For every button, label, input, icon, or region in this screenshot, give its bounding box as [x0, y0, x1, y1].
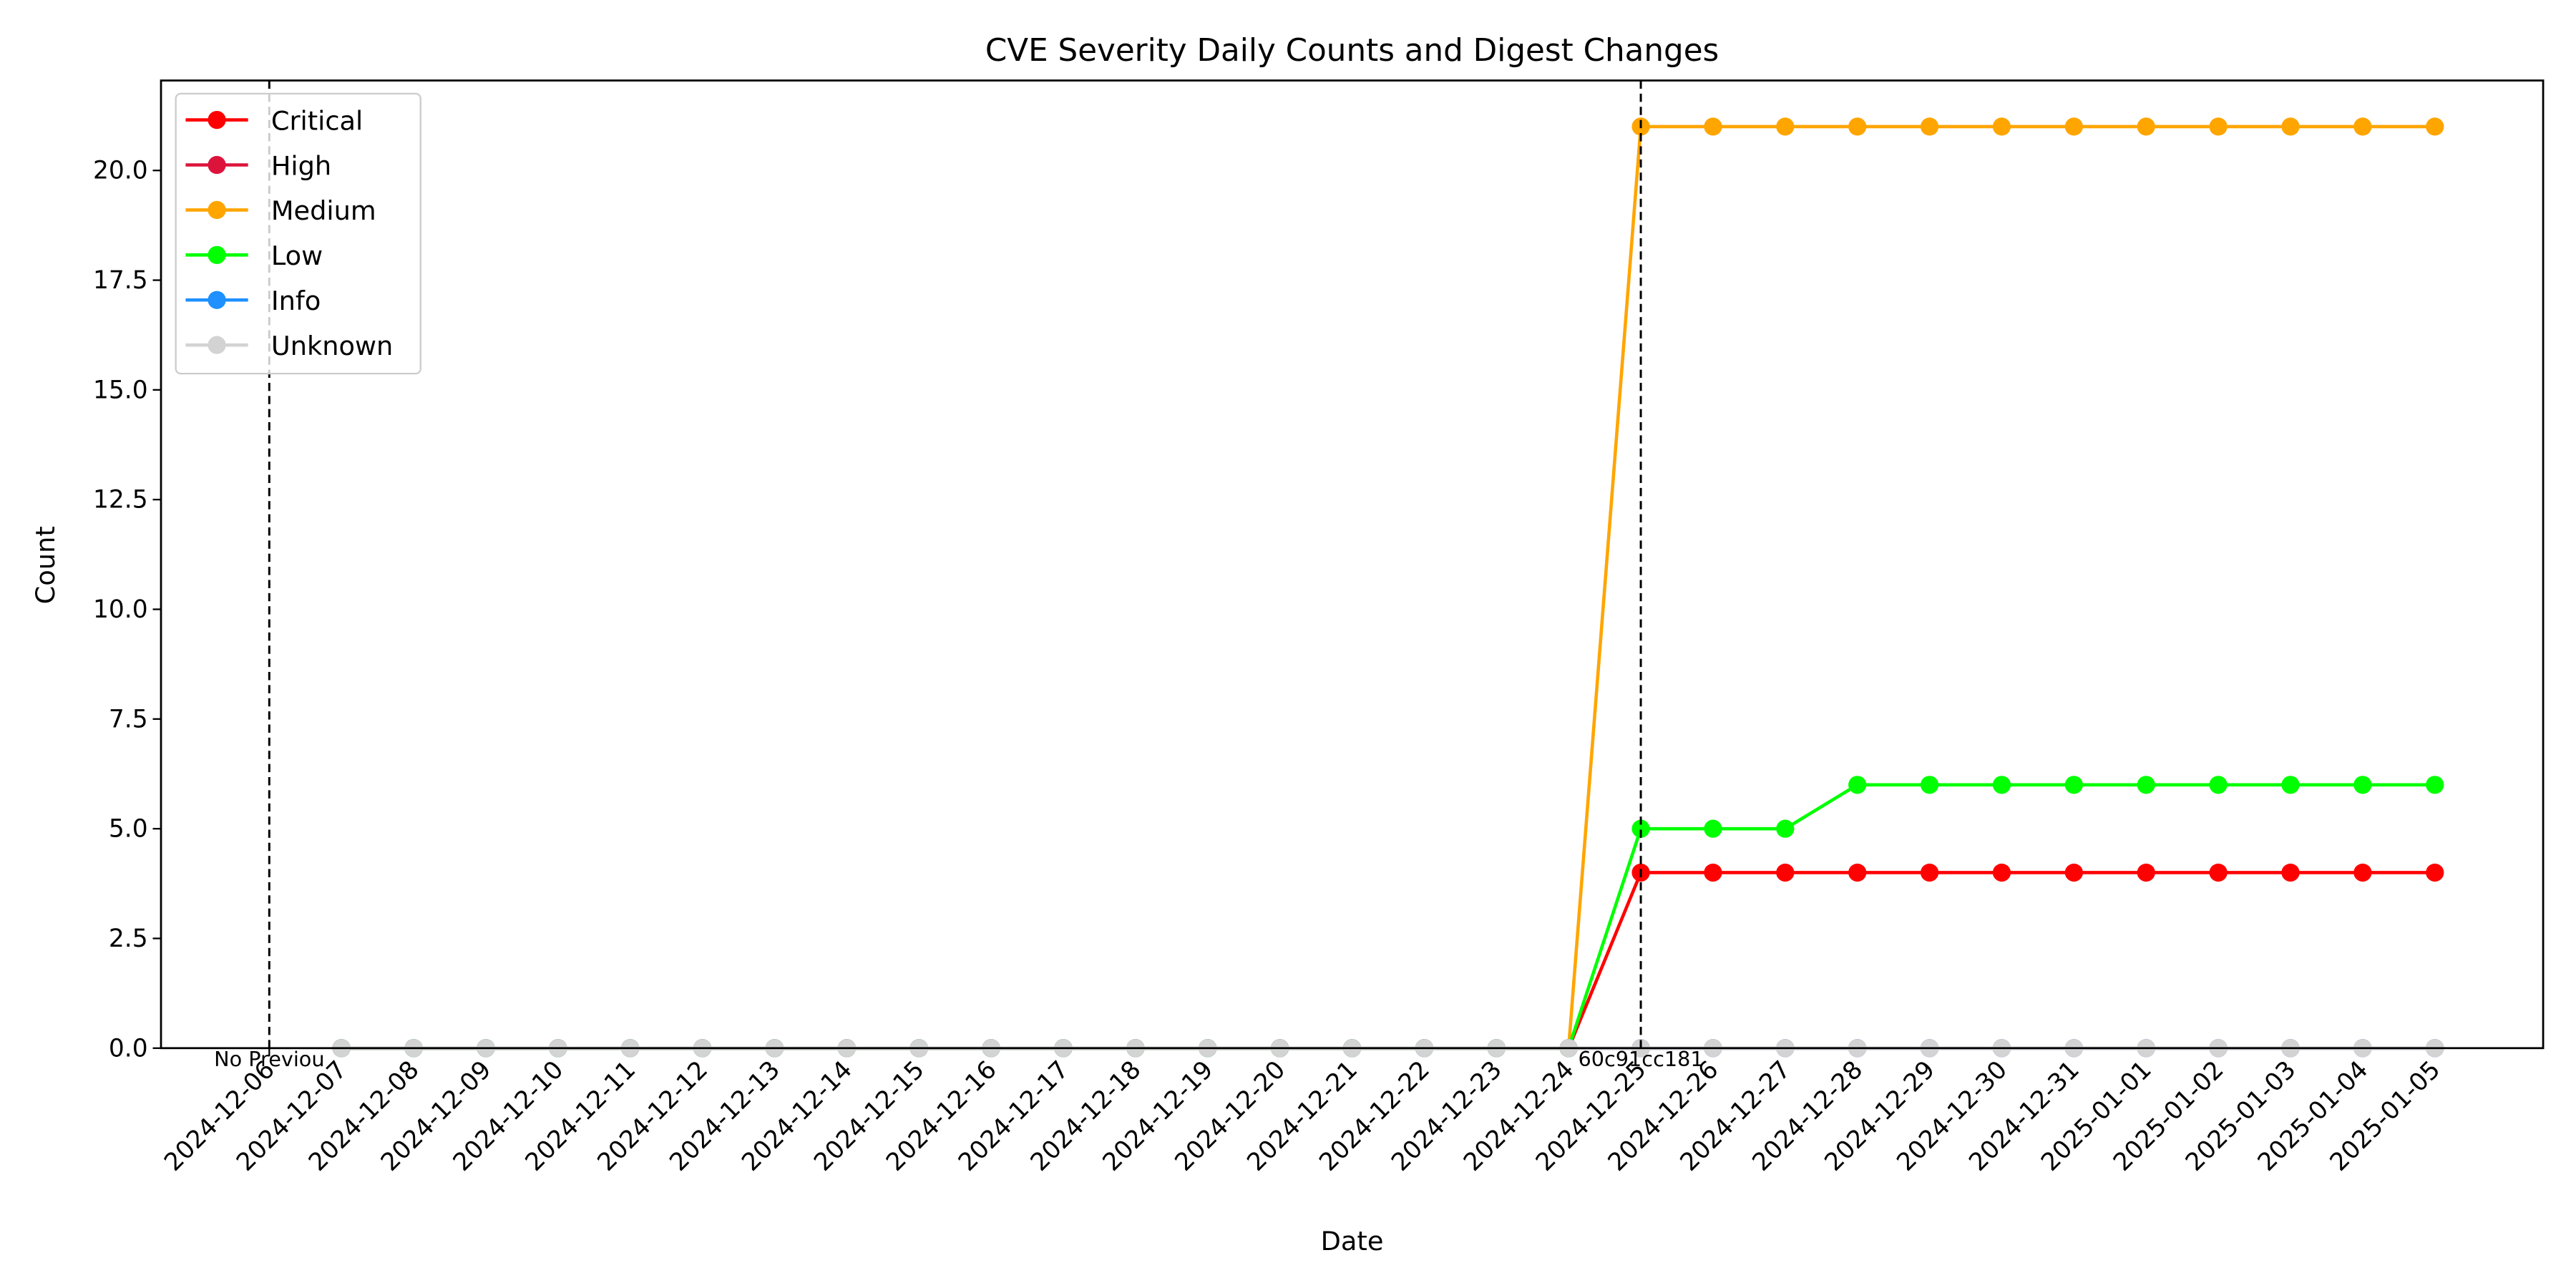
data-point [1704, 863, 1722, 882]
data-point [1992, 863, 2011, 882]
data-point [1992, 117, 2011, 136]
y-tick-label: 10.0 [93, 595, 148, 624]
data-point [1704, 819, 1722, 838]
data-point [1776, 117, 1795, 136]
y-tick-label: 20.0 [93, 157, 148, 185]
data-point [1992, 776, 2011, 794]
y-tick-label: 2.5 [109, 924, 148, 953]
data-point [2064, 776, 2083, 794]
data-point [1848, 863, 1867, 882]
data-point [2209, 863, 2228, 882]
data-point [2353, 117, 2372, 136]
data-point [1776, 819, 1795, 838]
legend-label: Info [271, 286, 321, 316]
legend-label: Low [271, 240, 323, 271]
data-point [1704, 117, 1722, 136]
legend-label: Unknown [271, 331, 393, 361]
data-point [2426, 776, 2444, 794]
plot-frame [160, 79, 2545, 1050]
data-point [2353, 776, 2372, 794]
legend-marker [208, 245, 226, 264]
data-point [2137, 776, 2155, 794]
data-point [1920, 776, 1939, 794]
legend-marker [208, 110, 226, 130]
data-point [1776, 863, 1795, 882]
legend-marker [208, 155, 226, 175]
annotation-label: 60c91cc181 [1579, 1047, 1704, 1071]
y-tick-label: 0.0 [109, 1034, 148, 1063]
data-point [1631, 819, 1650, 838]
data-point [2137, 117, 2155, 136]
y-tick-label: 7.5 [109, 705, 148, 733]
data-point [2064, 117, 2083, 136]
y-axis-label: Count [30, 526, 61, 604]
data-point [1920, 117, 1939, 136]
legend-label: Critical [271, 105, 363, 136]
y-tick-label: 12.5 [93, 486, 148, 514]
data-point [2209, 776, 2228, 794]
legend-marker [208, 336, 226, 354]
data-point [2064, 863, 2083, 882]
data-point [1848, 776, 1867, 794]
data-point [2209, 117, 2228, 136]
y-tick-label: 15.0 [93, 376, 148, 404]
legend-marker [208, 200, 226, 220]
x-axis-label: Date [1321, 1226, 1384, 1257]
data-point [2281, 776, 2300, 794]
legend-label: High [271, 150, 331, 181]
y-tick-label: 5.0 [109, 815, 148, 844]
data-point [2426, 117, 2444, 136]
legend-marker [208, 291, 226, 309]
data-point [2281, 117, 2300, 136]
data-point [1848, 117, 1867, 136]
annotation-label: No Previou [214, 1047, 324, 1071]
legend-label: Medium [271, 195, 376, 226]
data-point [2281, 863, 2300, 882]
data-point [2353, 863, 2372, 882]
data-point [2137, 863, 2155, 882]
data-point [1920, 863, 1939, 882]
data-point [2426, 863, 2444, 882]
y-tick-label: 17.5 [93, 266, 148, 295]
chart-title: CVE Severity Daily Counts and Digest Cha… [985, 33, 1719, 69]
